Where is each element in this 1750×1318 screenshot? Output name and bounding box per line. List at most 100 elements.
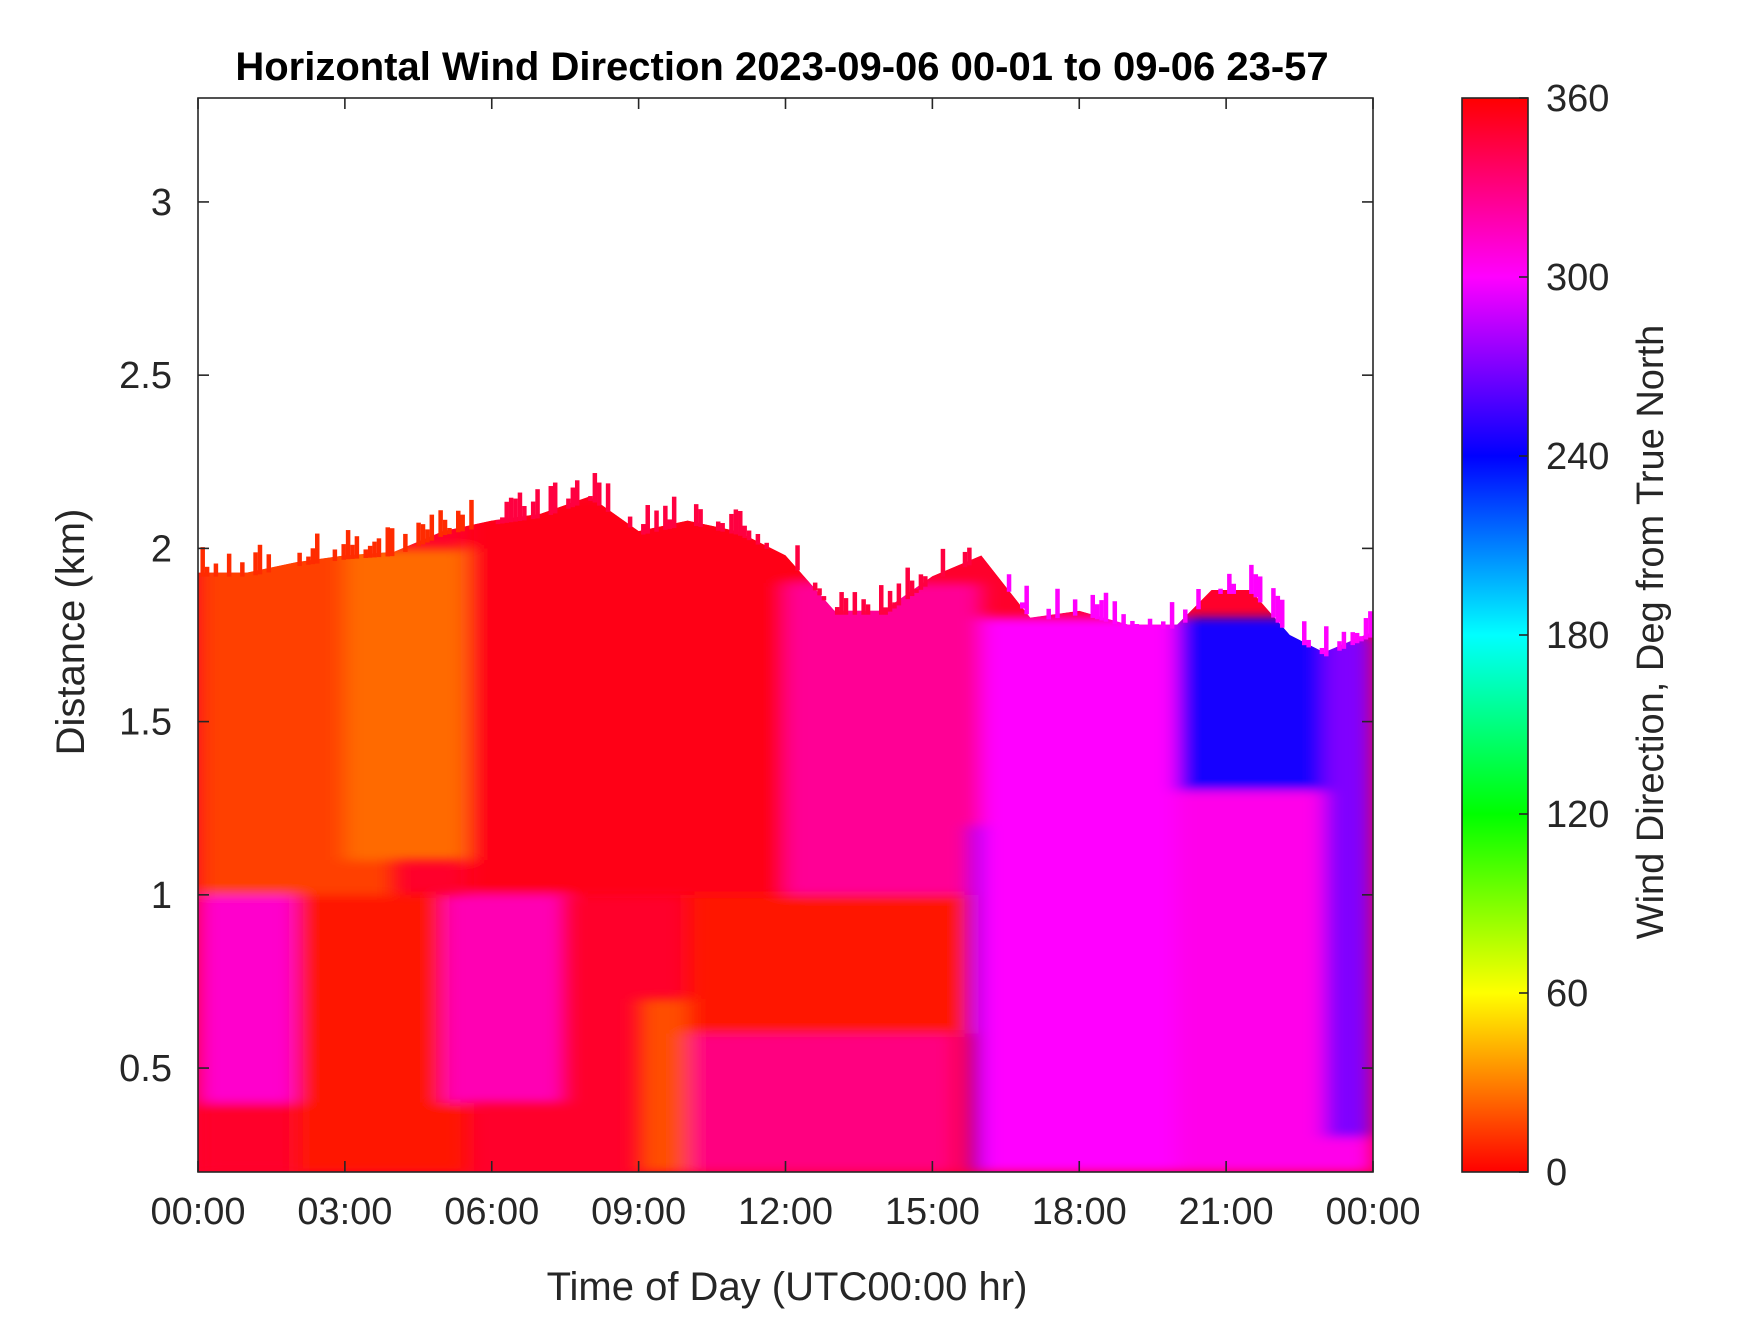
heatmap-cell (896, 583, 902, 606)
heatmap-cell (1055, 588, 1060, 619)
x-tick-label: 12:00 (738, 1191, 833, 1233)
heatmap-cell (1319, 647, 1325, 655)
heatmap-cell (1121, 614, 1126, 627)
colorbar-ticks: 0 60 120 180 240 300 360 (1519, 78, 1609, 1194)
heatmap-cell (738, 510, 743, 536)
heatmap-cell (1324, 626, 1329, 657)
heatmap-cell (456, 510, 461, 533)
colorbar-tick-label: 180 (1546, 615, 1609, 657)
x-tick-label: 03:00 (297, 1191, 392, 1233)
heatmap-cell (469, 499, 474, 530)
heatmap-cell (1134, 624, 1140, 629)
heatmap-cell (883, 607, 888, 615)
y-tick-label: 2.5 (119, 355, 172, 397)
heatmap-cell (447, 527, 452, 535)
x-tick-label: 00:00 (1325, 1191, 1420, 1233)
heatmap-cell (1368, 611, 1373, 638)
heatmap-cell (905, 567, 910, 600)
heatmap-cell (332, 549, 338, 562)
colorbar: 0 60 120 180 240 300 360 Wind Direction, Deg f… (1461, 78, 1672, 1194)
heatmap-cell (909, 580, 915, 597)
colorbar-rect (1461, 97, 1529, 1173)
y-tick-label: 1 (151, 875, 172, 917)
heatmap-cell (240, 562, 245, 577)
heatmap-cell (687, 894, 982, 1034)
heatmap-cell (425, 529, 430, 543)
heatmap-cell (389, 528, 395, 557)
heatmap-regions (198, 496, 1373, 1172)
y-tick-label: 3 (151, 182, 172, 224)
heatmap-cell (548, 486, 554, 515)
heatmap-cell (350, 544, 355, 559)
colorbar-label: Wind Direction, Deg from True North (1630, 325, 1672, 940)
heatmap-cell (442, 894, 566, 1103)
heatmap-cell (755, 533, 761, 545)
heatmap-cell (865, 604, 871, 615)
heatmap-cell (226, 553, 232, 577)
heatmap-cell (367, 545, 373, 558)
heatmap-cell (918, 574, 924, 590)
x-tick-label: 00:00 (150, 1191, 245, 1233)
x-tick-label: 09:00 (591, 1191, 686, 1233)
heatmap-cell (914, 588, 919, 593)
heatmap-cell (1302, 621, 1307, 646)
heatmap-cell (354, 536, 360, 559)
y-tick-label: 2 (151, 528, 172, 570)
heatmap-cell (746, 530, 752, 541)
x-tick-label: 21:00 (1179, 1191, 1274, 1233)
heatmap-cell (204, 566, 210, 577)
heatmap-cell (213, 563, 219, 577)
heatmap-cell (1271, 588, 1276, 618)
heatmap-cell (1020, 602, 1025, 609)
heatmap-cell (1024, 585, 1029, 615)
heatmap-cell (442, 519, 448, 536)
heatmap-cell (843, 598, 849, 615)
heatmap-cell (363, 549, 368, 558)
heatmap-cell (1130, 620, 1135, 629)
heatmap-cell (667, 519, 673, 529)
heatmap-cell (1231, 583, 1237, 594)
heatmap-cell (438, 510, 443, 537)
heatmap-cell (1094, 604, 1100, 620)
heatmap-cell (715, 521, 721, 531)
heatmap-cell (420, 524, 426, 545)
heatmap-cell (200, 547, 205, 577)
heatmap-cell (429, 514, 435, 541)
heatmap-data-area (198, 496, 1373, 1172)
x-tick-label: 06:00 (444, 1191, 539, 1233)
x-tick-label: 18:00 (1032, 1191, 1127, 1233)
heatmap-cell (504, 501, 509, 523)
heatmap-cell (817, 588, 822, 596)
heatmap-cell (654, 510, 659, 532)
heatmap-cell (460, 514, 465, 532)
heatmap-cell (729, 513, 734, 534)
heatmap-cell (1359, 636, 1364, 642)
colorbar-tick-label: 120 (1546, 794, 1609, 836)
y-tick-label: 0.5 (119, 1048, 172, 1090)
x-axis: 00:00 03:00 06:00 09:00 12:00 15:00 18:00 21:00… (150, 98, 1421, 1233)
heatmap-cell (508, 497, 514, 523)
heatmap-cell (1006, 574, 1012, 592)
heatmap-cell (627, 516, 633, 528)
heatmap-cell (574, 480, 580, 506)
heatmap-cell (834, 607, 840, 615)
heatmap-cell (345, 530, 351, 560)
heatmap-cell (566, 498, 571, 509)
heatmap-cell (1337, 641, 1342, 651)
colorbar-tick-label: 300 (1546, 257, 1609, 299)
heatmap-cell (812, 582, 818, 591)
heatmap-cell (645, 505, 650, 534)
heatmap-cell (967, 547, 972, 566)
y-tick-label: 1.5 (119, 702, 172, 744)
heatmap-cell (376, 538, 382, 558)
heatmap-cell (687, 1033, 957, 1172)
heatmap-cell (940, 548, 946, 577)
heatmap-cell (1341, 631, 1347, 649)
heatmap-cell (1279, 599, 1285, 628)
heatmap-cell (1218, 588, 1223, 594)
heatmap-cell (535, 489, 540, 519)
heatmap-cell (530, 501, 536, 520)
heatmap-cell (663, 505, 668, 530)
heatmap-cell (605, 483, 611, 512)
